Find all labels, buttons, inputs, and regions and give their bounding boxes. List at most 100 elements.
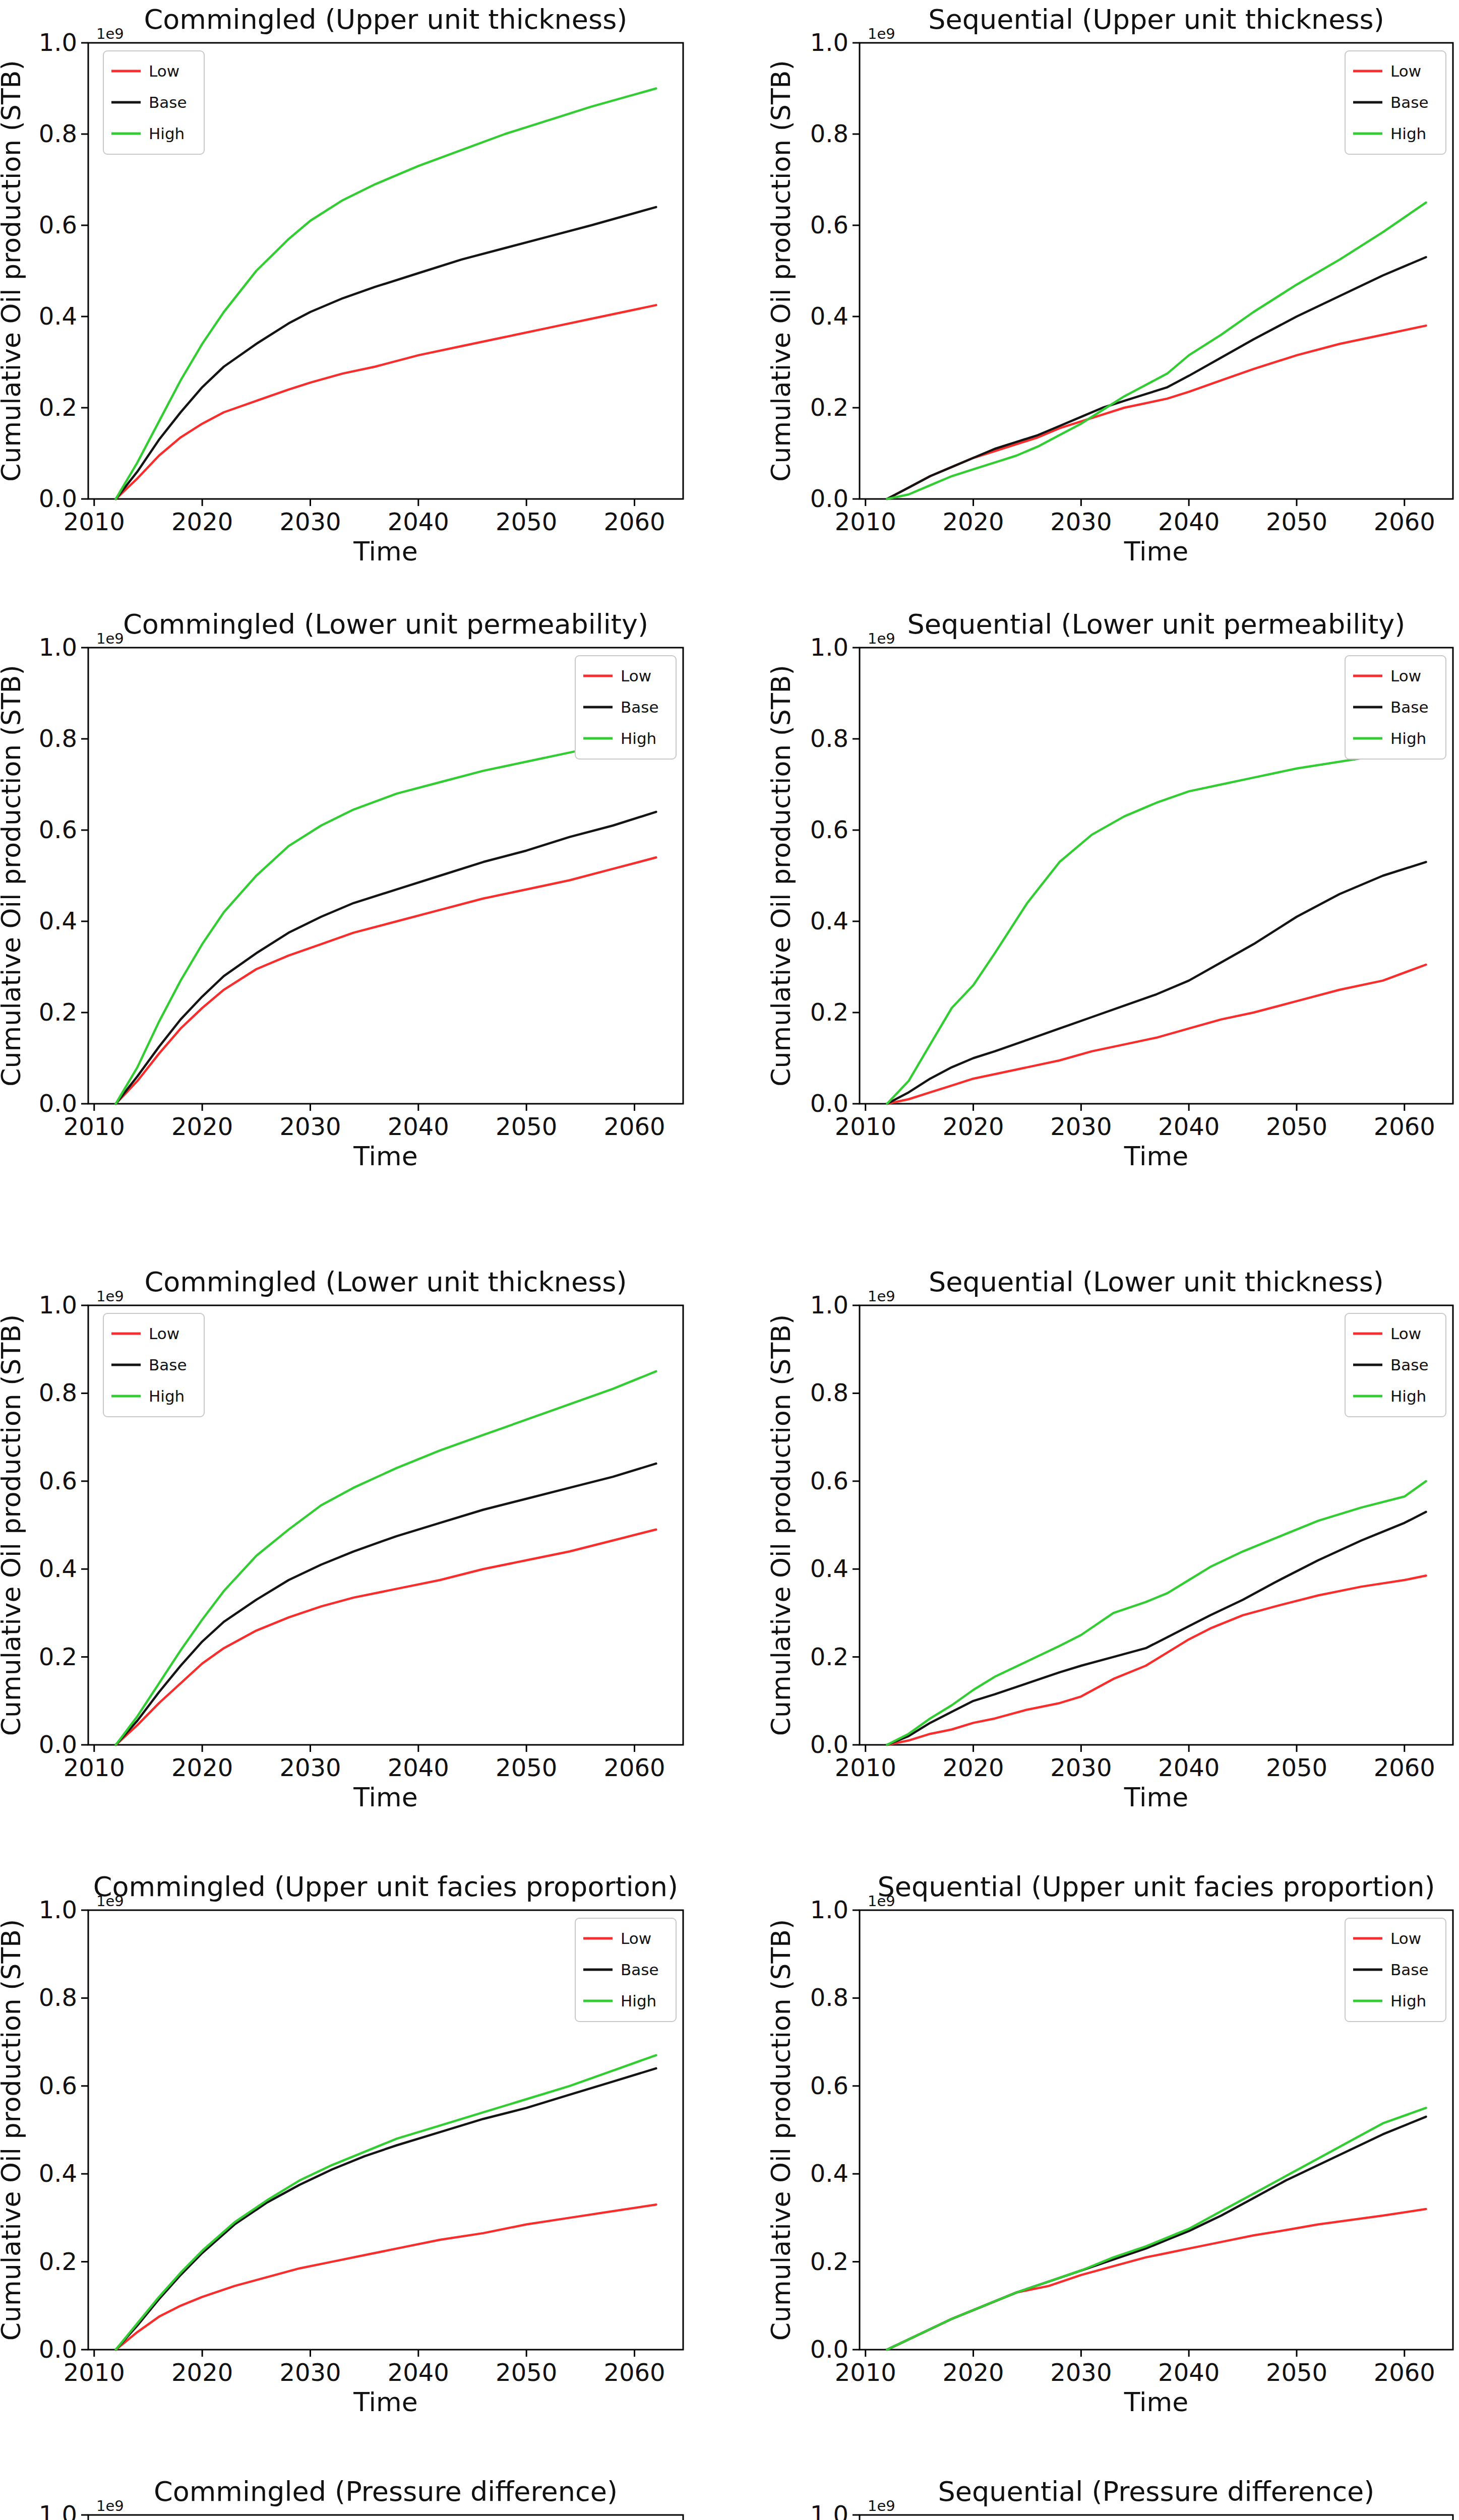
x-tick-label: 2030: [1050, 2358, 1112, 2386]
axis-offset-text: 1e9: [96, 25, 124, 42]
y-tick-label: 0.2: [810, 1643, 848, 1671]
y-tick-label: 0.0: [810, 2335, 848, 2363]
x-tick-label: 2040: [1158, 508, 1220, 536]
y-tick-label: 1.0: [810, 2500, 848, 2520]
x-tick-label: 2040: [1158, 1112, 1220, 1141]
axis-offset-text: 1e9: [868, 25, 895, 42]
y-tick-label: 0.4: [39, 907, 77, 935]
axis-offset-text: 1e9: [868, 1893, 895, 1910]
chart-title: Sequential (Lower unit permeability): [907, 608, 1406, 640]
legend-label-high: High: [1390, 1387, 1426, 1405]
y-tick-label: 0.0: [810, 484, 848, 513]
legend-label-high: High: [1390, 729, 1426, 747]
y-tick-label: 0.6: [39, 2071, 77, 2100]
subplot-commingled-pressure-difference: Commingled (Pressure difference)1e920102…: [0, 2419, 730, 2520]
legend: LowBaseHigh: [1345, 1313, 1446, 1417]
chart-title: Commingled (Upper unit thickness): [144, 4, 628, 35]
legend: LowBaseHigh: [575, 656, 676, 759]
y-tick-label: 1.0: [810, 633, 848, 661]
legend-label-low: Low: [149, 1325, 179, 1343]
legend-label-base: Base: [149, 93, 187, 111]
subplot-commingled-upper-unit-facies-proportion: Commingled (Upper unit facies proportion…: [0, 1814, 730, 2419]
y-axis-label: Cumulative Oil production (STB): [766, 665, 796, 1086]
x-tick-label: 2030: [279, 508, 341, 536]
y-tick-label: 1.0: [39, 1896, 77, 1924]
legend-label-low: Low: [621, 667, 651, 685]
chart-title: Commingled (Upper unit facies proportion…: [93, 1871, 678, 1903]
y-tick-label: 0.6: [810, 211, 848, 239]
legend-label-high: High: [1390, 124, 1426, 143]
y-tick-label: 0.6: [39, 1467, 77, 1495]
y-tick-label: 0.8: [39, 1378, 77, 1407]
legend-label-high: High: [621, 1992, 656, 2010]
x-tick-label: 2050: [496, 1753, 557, 1782]
chart-title: Commingled (Lower unit thickness): [144, 1266, 627, 1298]
y-tick-label: 0.6: [810, 2071, 848, 2100]
y-tick-label: 0.6: [39, 211, 77, 239]
legend-label-low: Low: [1390, 62, 1421, 80]
chart-title: Commingled (Pressure difference): [154, 2476, 618, 2507]
y-tick-label: 0.2: [39, 1643, 77, 1671]
y-tick-label: 0.0: [39, 2335, 77, 2363]
chart-canvas: Sequential (Lower unit permeability) 1e9 2…: [730, 605, 1459, 1210]
legend-label-base: Base: [1390, 698, 1429, 716]
y-tick-label: 0.8: [810, 119, 848, 148]
x-tick-label: 2020: [171, 508, 233, 536]
x-tick-label: 2060: [1374, 1112, 1435, 1141]
legend: Low Base High: [103, 51, 204, 154]
x-tick-label: 2050: [1266, 508, 1327, 536]
legend-label-high: High: [149, 1387, 185, 1405]
legend: LowBaseHigh: [1345, 1918, 1446, 2022]
subplot-sequential-pressure-difference: Sequential (Pressure difference)1e920102…: [730, 2419, 1459, 2520]
x-tick-label: 2020: [942, 2358, 1004, 2386]
y-tick-label: 0.8: [39, 1983, 77, 2011]
subplot-sequential-lower-unit-permeability: Sequential (Lower unit permeability) 1e9 2…: [730, 605, 1459, 1210]
axis-offset-text: 1e9: [96, 630, 124, 647]
subplot-sequential-lower-unit-thickness: Sequential (Lower unit thickness)1e92010…: [730, 1210, 1459, 1814]
y-tick-label: 0.8: [810, 1983, 848, 2011]
y-axis-label: Cumulative Oil production (STB): [766, 60, 796, 481]
y-tick-label: 0.4: [810, 302, 848, 330]
y-tick-label: 0.2: [810, 393, 848, 421]
x-tick-label: 2040: [1158, 2358, 1220, 2386]
legend-label-high: High: [621, 729, 656, 747]
y-tick-label: 1.0: [810, 1896, 848, 1924]
x-tick-label: 2050: [1266, 1112, 1327, 1141]
x-tick-label: 2030: [1050, 508, 1112, 536]
legend-label-base: Base: [621, 1961, 659, 1979]
y-tick-label: 0.0: [39, 1730, 77, 1758]
y-tick-label: 0.0: [810, 1730, 848, 1758]
y-tick-label: 0.2: [810, 2247, 848, 2276]
legend: LowBaseHigh: [1345, 656, 1446, 759]
legend-label-low: Low: [149, 62, 179, 80]
x-tick-label: 2060: [603, 1112, 665, 1141]
y-axis-label: Cumulative Oil production (STB): [766, 1919, 796, 2341]
axis-offset-text: 1e9: [96, 1893, 124, 1910]
x-tick-label: 2040: [1158, 1753, 1220, 1782]
axis-offset-text: 1e9: [96, 1288, 124, 1305]
x-tick-label: 2020: [171, 1753, 233, 1782]
legend-label-high: High: [149, 124, 185, 143]
y-tick-label: 0.4: [810, 2159, 848, 2187]
x-tick-label: 2020: [171, 2358, 233, 2386]
y-axis-label: Cumulative Oil production (STB): [0, 1919, 26, 2341]
y-tick-label: 1.0: [39, 633, 77, 661]
y-tick-label: 0.8: [810, 724, 848, 752]
y-tick-label: 0.6: [810, 815, 848, 844]
x-tick-label: 2040: [388, 508, 449, 536]
x-tick-label: 2020: [942, 1753, 1004, 1782]
y-tick-label: 0.6: [810, 1467, 848, 1495]
axis-offset-text: 1e9: [96, 2497, 124, 2514]
y-tick-label: 0.4: [39, 302, 77, 330]
y-tick-label: 0.2: [810, 998, 848, 1026]
y-tick-label: 1.0: [810, 28, 848, 56]
x-tick-label: 2060: [603, 2358, 665, 2386]
x-tick-label: 2040: [388, 2358, 449, 2386]
y-tick-label: 0.2: [39, 998, 77, 1026]
subplot-commingled-lower-unit-thickness: Commingled (Lower unit thickness)1e92010…: [0, 1210, 730, 1814]
legend-label-low: Low: [1390, 1325, 1421, 1343]
axis-offset-text: 1e9: [868, 630, 895, 647]
subplot-sequential-upper-unit-thickness: Sequential (Upper unit thickness)1e92010…: [730, 0, 1459, 605]
legend-label-base: Base: [149, 1356, 187, 1374]
x-tick-label: 2030: [279, 1753, 341, 1782]
